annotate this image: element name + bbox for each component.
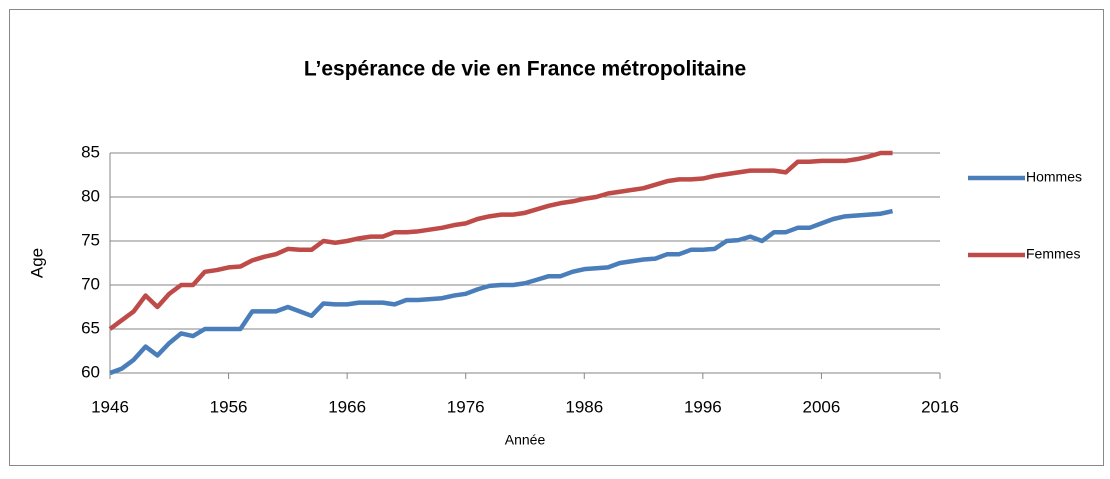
y-tick-label: 80 <box>81 186 100 205</box>
x-tick-label: 1966 <box>328 397 366 416</box>
y-tick-label: 85 <box>81 142 100 161</box>
x-tick-label: 1956 <box>210 397 248 416</box>
legend-label: Hommes <box>1026 169 1082 185</box>
x-tick-label: 2006 <box>803 397 841 416</box>
legend-label: Femmes <box>1026 246 1080 262</box>
y-axis-label: Age <box>27 248 46 278</box>
series-line <box>109 208 894 376</box>
y-tick-label: 60 <box>81 362 100 381</box>
series-line <box>108 150 893 331</box>
x-tick-label: 1996 <box>684 397 722 416</box>
y-tick-label: 75 <box>81 230 100 249</box>
x-tick-label: 2016 <box>921 397 959 416</box>
chart-border <box>9 9 1104 466</box>
y-tick-label: 70 <box>81 274 100 293</box>
x-tick-label: 1986 <box>565 397 603 416</box>
x-tick-label: 1946 <box>91 397 129 416</box>
x-tick-label: 1976 <box>447 397 485 416</box>
chart-title: L’espérance de vie en France métropolita… <box>304 58 746 81</box>
x-axis-label: Année <box>505 432 546 448</box>
y-tick-label: 65 <box>81 318 100 337</box>
